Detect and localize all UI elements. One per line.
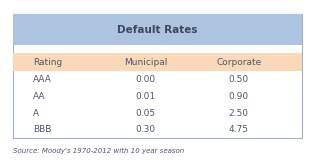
Text: Source: Moody's 1970-2012 with 10 year season: Source: Moody's 1970-2012 with 10 year s… [13,148,184,154]
Text: AAA: AAA [33,75,52,84]
Bar [13,53,302,71]
Text: BBB: BBB [33,125,51,135]
Text: 0.30: 0.30 [136,125,156,135]
Text: Default Rates: Default Rates [117,25,198,35]
Bar [13,14,302,138]
Text: 0.50: 0.50 [229,75,249,84]
Bar [13,14,302,45]
Text: 0.00: 0.00 [136,75,156,84]
Text: 2.50: 2.50 [229,109,249,118]
Text: Rating: Rating [33,57,62,67]
Text: 0.90: 0.90 [229,92,249,101]
Text: 4.75: 4.75 [229,125,249,135]
Text: AA: AA [33,92,45,101]
Text: Corporate: Corporate [216,57,261,67]
Text: Municipal: Municipal [124,57,168,67]
Text: 0.01: 0.01 [136,92,156,101]
Text: A: A [33,109,39,118]
Text: 0.05: 0.05 [136,109,156,118]
